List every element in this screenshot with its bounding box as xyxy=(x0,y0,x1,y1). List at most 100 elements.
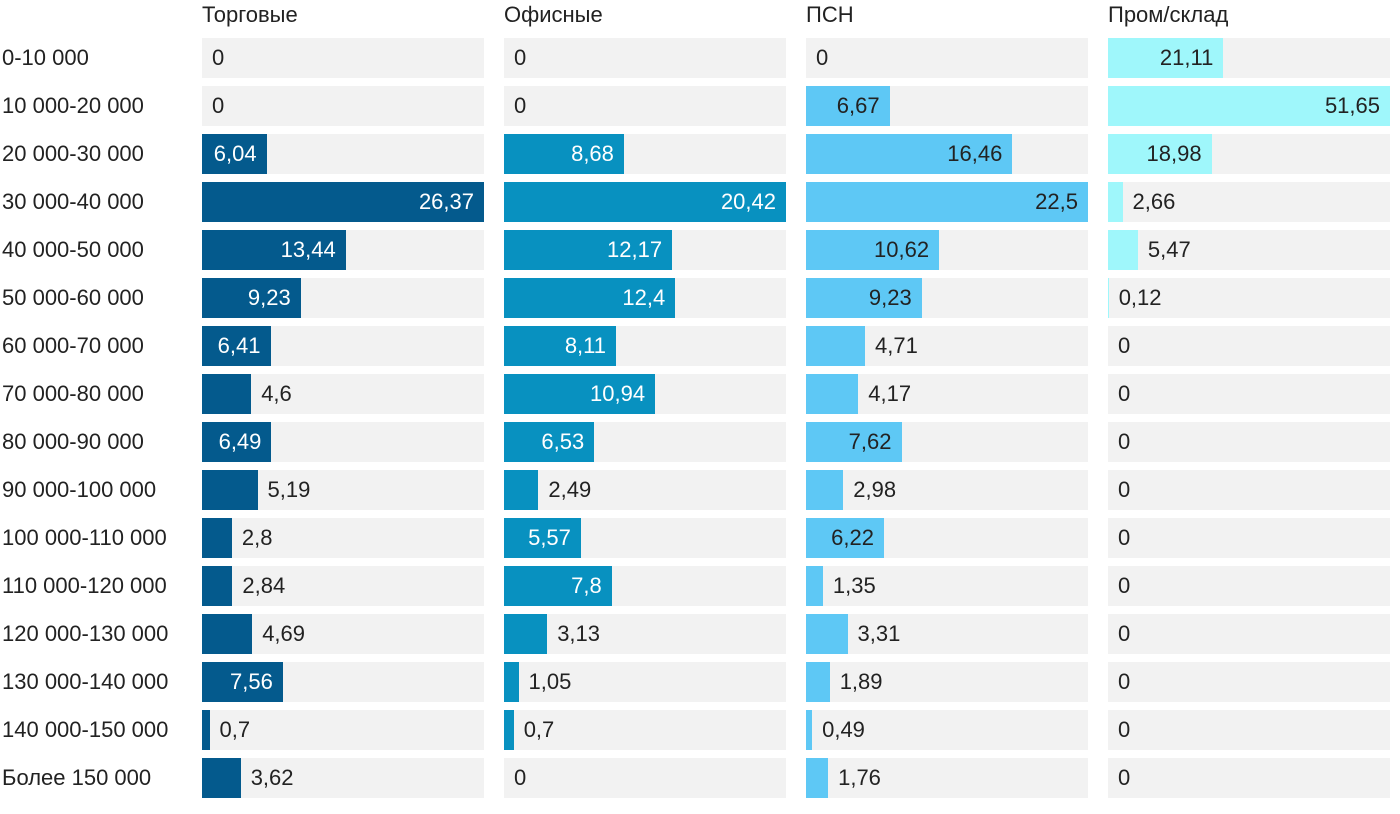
bar xyxy=(504,326,616,366)
bar-track: 10,62 xyxy=(806,230,1088,270)
bar-track: 2,98 xyxy=(806,470,1088,510)
series-title: Торговые xyxy=(202,2,298,27)
bar-track: 4,6 xyxy=(202,374,484,414)
data-label: 0 xyxy=(212,45,225,70)
category-label: 60 000-70 000 xyxy=(2,333,144,358)
data-label: 2,84 xyxy=(242,573,286,598)
bar xyxy=(202,182,484,222)
bar-track: 2,8 xyxy=(202,518,484,558)
bar-track: 3,13 xyxy=(504,614,786,654)
bar xyxy=(202,134,267,174)
bar-track: 1,76 xyxy=(806,758,1088,798)
bar xyxy=(504,422,595,462)
category-label: 0-10 000 xyxy=(2,45,89,70)
bar-track: 0,7 xyxy=(504,710,786,750)
data-label: 0 xyxy=(1118,381,1131,406)
series-title: ПСН xyxy=(806,2,854,27)
bar xyxy=(504,614,548,654)
data-label: 0 xyxy=(1118,717,1131,742)
category-label: 50 000-60 000 xyxy=(2,285,144,310)
bar xyxy=(504,566,612,606)
data-label: 0,7 xyxy=(219,717,251,742)
bar-track: 6,49 xyxy=(202,422,484,462)
bar-track: 0 xyxy=(1108,662,1390,702)
data-label: 16,46 xyxy=(947,141,1003,166)
bar xyxy=(1108,86,1390,126)
bar xyxy=(806,614,848,654)
bar xyxy=(202,614,253,654)
bar-track: 22,5 xyxy=(806,182,1088,222)
bar-track: 8,11 xyxy=(504,326,786,366)
data-label: 3,13 xyxy=(557,621,601,646)
bar xyxy=(202,374,252,414)
data-label: 21,11 xyxy=(1159,45,1214,70)
data-label: 6,41 xyxy=(217,333,261,358)
data-label: 2,49 xyxy=(548,477,592,502)
data-label: 0 xyxy=(1118,525,1131,550)
bar xyxy=(1108,38,1224,78)
bar xyxy=(202,422,272,462)
data-label: 2,8 xyxy=(241,525,273,550)
bar-track: 7,62 xyxy=(806,422,1088,462)
category-label: 120 000-130 000 xyxy=(2,621,169,646)
bar-track: 20,42 xyxy=(504,182,786,222)
category-label: 90 000-100 000 xyxy=(2,477,157,502)
bar-track: 0 xyxy=(1108,518,1390,558)
data-label: 0 xyxy=(1118,621,1131,646)
bar xyxy=(504,470,539,510)
data-label: 12,17 xyxy=(607,237,663,262)
bar-track: 9,23 xyxy=(806,278,1088,318)
data-label: 3,62 xyxy=(250,765,294,790)
data-label: 20,42 xyxy=(720,189,776,214)
bar xyxy=(806,566,823,606)
data-label: 0 xyxy=(1118,429,1131,454)
bar xyxy=(806,374,859,414)
bar-track: 18,98 xyxy=(1108,134,1390,174)
category-label: 130 000-140 000 xyxy=(2,669,169,694)
bar-track: 8,68 xyxy=(504,134,786,174)
bar xyxy=(806,758,829,798)
bar-track: 0,12 xyxy=(1108,278,1390,318)
bar xyxy=(806,470,844,510)
bar xyxy=(806,518,884,558)
bar xyxy=(806,182,1088,222)
category-label: 140 000-150 000 xyxy=(2,717,169,742)
bar-track: 4,69 xyxy=(202,614,484,654)
bar-track: 7,8 xyxy=(504,566,786,606)
category-label: 30 000-40 000 xyxy=(2,189,144,214)
bar xyxy=(806,230,940,270)
series-title: Офисные xyxy=(504,2,603,27)
data-label: 5,57 xyxy=(528,525,571,550)
bar-track: 0 xyxy=(504,758,786,798)
data-label: 7,8 xyxy=(571,573,602,598)
bar xyxy=(504,230,673,270)
bar xyxy=(202,758,241,798)
category-label: 40 000-50 000 xyxy=(2,237,144,262)
bar-track: 0 xyxy=(1108,614,1390,654)
bar xyxy=(202,470,258,510)
data-label: 0,7 xyxy=(523,717,555,742)
bar-track: 3,31 xyxy=(806,614,1088,654)
bar-track: 7,56 xyxy=(202,662,484,702)
data-label: 9,23 xyxy=(868,285,912,310)
bar xyxy=(806,710,813,750)
bar-track: 5,57 xyxy=(504,518,786,558)
bar-track: 4,17 xyxy=(806,374,1088,414)
bar xyxy=(202,662,283,702)
data-label: 22,5 xyxy=(1035,189,1078,214)
bar xyxy=(202,710,210,750)
data-label: 2,66 xyxy=(1132,189,1176,214)
data-label: 1,05 xyxy=(528,669,572,694)
bar xyxy=(806,278,922,318)
bar xyxy=(504,278,676,318)
bar-track: 16,46 xyxy=(806,134,1088,174)
data-label: 2,98 xyxy=(853,477,897,502)
data-label: 0,12 xyxy=(1118,285,1162,310)
data-label: 5,47 xyxy=(1147,237,1191,262)
bar-track: 13,44 xyxy=(202,230,484,270)
bar-track: 0 xyxy=(1108,326,1390,366)
bar-track: 0 xyxy=(1108,422,1390,462)
bar-track: 0 xyxy=(202,38,484,78)
data-label: 6,49 xyxy=(218,429,262,454)
data-label: 8,68 xyxy=(571,141,614,166)
